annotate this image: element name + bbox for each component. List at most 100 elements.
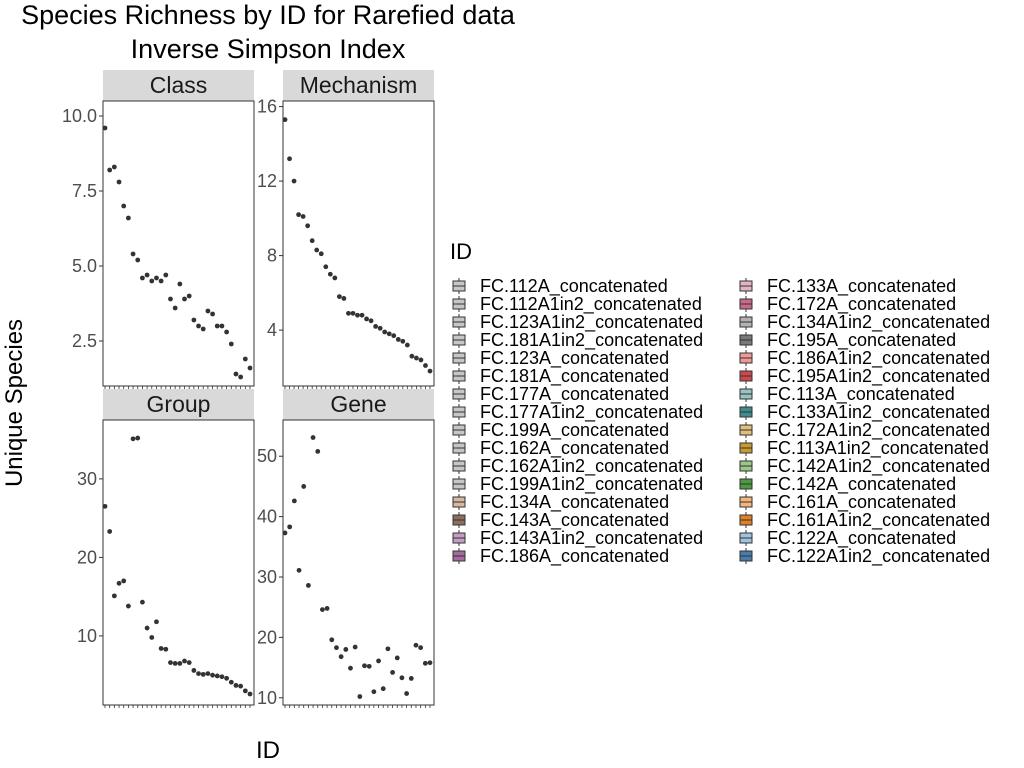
y-tick-label-gene: 20 <box>257 627 277 647</box>
data-point-mechanism <box>323 264 329 270</box>
data-point-class <box>228 341 234 347</box>
legend-key <box>739 386 753 402</box>
legend-label: FC.142A_concatenated <box>767 474 956 495</box>
data-point-gene <box>404 691 410 696</box>
chart-title-line1: Species Richness by ID for Rarefied data <box>21 0 516 30</box>
legend-key <box>739 314 753 330</box>
data-point-group <box>144 625 150 631</box>
legend-key <box>452 548 466 564</box>
data-point-mechanism <box>282 117 288 123</box>
data-point-mechanism <box>382 329 388 335</box>
legend-label: FC.134A1in2_concatenated <box>767 312 990 333</box>
data-point-class <box>186 293 192 299</box>
strip-label-group: Group <box>147 391 211 417</box>
data-point-group <box>186 660 192 666</box>
legend-label: FC.112A_concatenated <box>480 276 668 297</box>
data-point-class <box>135 257 141 263</box>
strip-label-class: Class <box>150 72 208 98</box>
legend-label: FC.142A1in2_concatenated <box>767 456 990 477</box>
data-point-group <box>140 599 145 605</box>
legend-key <box>739 440 753 456</box>
legend-label: FC.177A_concatenated <box>480 384 669 405</box>
data-point-class <box>247 365 253 371</box>
data-point-class <box>121 203 127 209</box>
data-point-mechanism <box>309 238 315 244</box>
data-point-mechanism <box>386 331 392 337</box>
panel-border-mechanism <box>282 100 435 387</box>
data-point-mechanism <box>377 325 383 331</box>
legend-key <box>739 350 753 366</box>
legend-key <box>739 296 753 312</box>
legend-key <box>452 368 466 384</box>
data-point-mechanism <box>318 251 324 257</box>
legend-key <box>739 422 753 438</box>
data-point-group <box>107 529 113 534</box>
legend-label: FC.161A_concatenated <box>767 492 956 513</box>
facet-panels: Class 2.5 5.0 7.5 10.0 Mechanism 4 8 12 16 Group 10… <box>62 70 435 708</box>
legend-key <box>739 332 753 348</box>
data-point-gene <box>413 642 419 648</box>
data-point-group <box>149 635 155 640</box>
data-point-gene <box>320 607 325 612</box>
strip-group <box>103 389 254 420</box>
data-point-group <box>247 691 253 697</box>
data-point-mechanism <box>336 294 342 299</box>
legend-label: FC.186A1in2_concatenated <box>767 348 990 369</box>
legend-key <box>739 278 753 294</box>
data-point-gene <box>418 645 424 651</box>
data-point-mechanism <box>346 310 351 316</box>
data-point-mechanism <box>341 296 347 301</box>
y-tick-label-group: 20 <box>77 547 97 567</box>
data-point-gene <box>366 663 372 669</box>
data-point-mechanism <box>305 223 311 229</box>
data-point-gene <box>315 448 321 454</box>
data-point-gene <box>334 645 339 651</box>
data-point-class <box>172 305 178 311</box>
legend-label: FC.172A_concatenated <box>767 294 956 315</box>
legend-key <box>739 458 753 474</box>
data-point-gene <box>348 665 353 671</box>
legend-label: FC.162A_concatenated <box>480 438 669 459</box>
y-tick-label-mechanism: 16 <box>257 97 277 117</box>
y-tick-label-class: 5.0 <box>72 256 97 276</box>
legend-key <box>452 278 466 294</box>
legend-label: FC.186A_concatenated <box>480 546 669 567</box>
data-point-mechanism <box>404 342 410 348</box>
data-point-gene <box>287 524 293 530</box>
data-point-group <box>135 435 141 441</box>
data-point-group <box>205 671 211 676</box>
data-point-mechanism <box>291 178 297 184</box>
data-point-gene <box>422 660 428 666</box>
legend-label: FC.112A1in2_concatenated <box>480 294 702 315</box>
strip-label-mechanism: Mechanism <box>300 72 418 98</box>
data-point-class <box>144 272 150 278</box>
legend-key <box>452 476 466 492</box>
legend-key <box>739 494 753 510</box>
data-point-class <box>191 317 197 323</box>
y-tick-label-gene: 40 <box>257 507 277 527</box>
data-point-group <box>228 679 234 685</box>
data-point-group <box>200 671 206 677</box>
legend-key <box>452 512 466 528</box>
data-point-class <box>130 251 136 257</box>
y-tick-label-class: 7.5 <box>72 181 97 201</box>
data-point-gene <box>305 583 311 588</box>
data-point-group <box>154 619 159 625</box>
data-point-class <box>210 311 215 317</box>
legend-label: FC.177A1in2_concatenated <box>480 402 703 423</box>
legend-key <box>452 296 466 312</box>
data-point-class <box>125 215 131 221</box>
data-point-gene <box>282 530 288 536</box>
data-point-group <box>168 660 173 666</box>
legend-key <box>739 548 753 564</box>
data-point-gene <box>357 694 363 699</box>
legend-key <box>452 494 466 510</box>
data-point-gene <box>310 435 316 440</box>
data-point-gene <box>343 647 349 652</box>
data-point-group <box>158 646 164 651</box>
data-point-class <box>242 356 248 362</box>
data-point-mechanism <box>395 337 401 342</box>
data-point-gene <box>301 484 307 489</box>
data-point-mechanism <box>427 368 433 374</box>
